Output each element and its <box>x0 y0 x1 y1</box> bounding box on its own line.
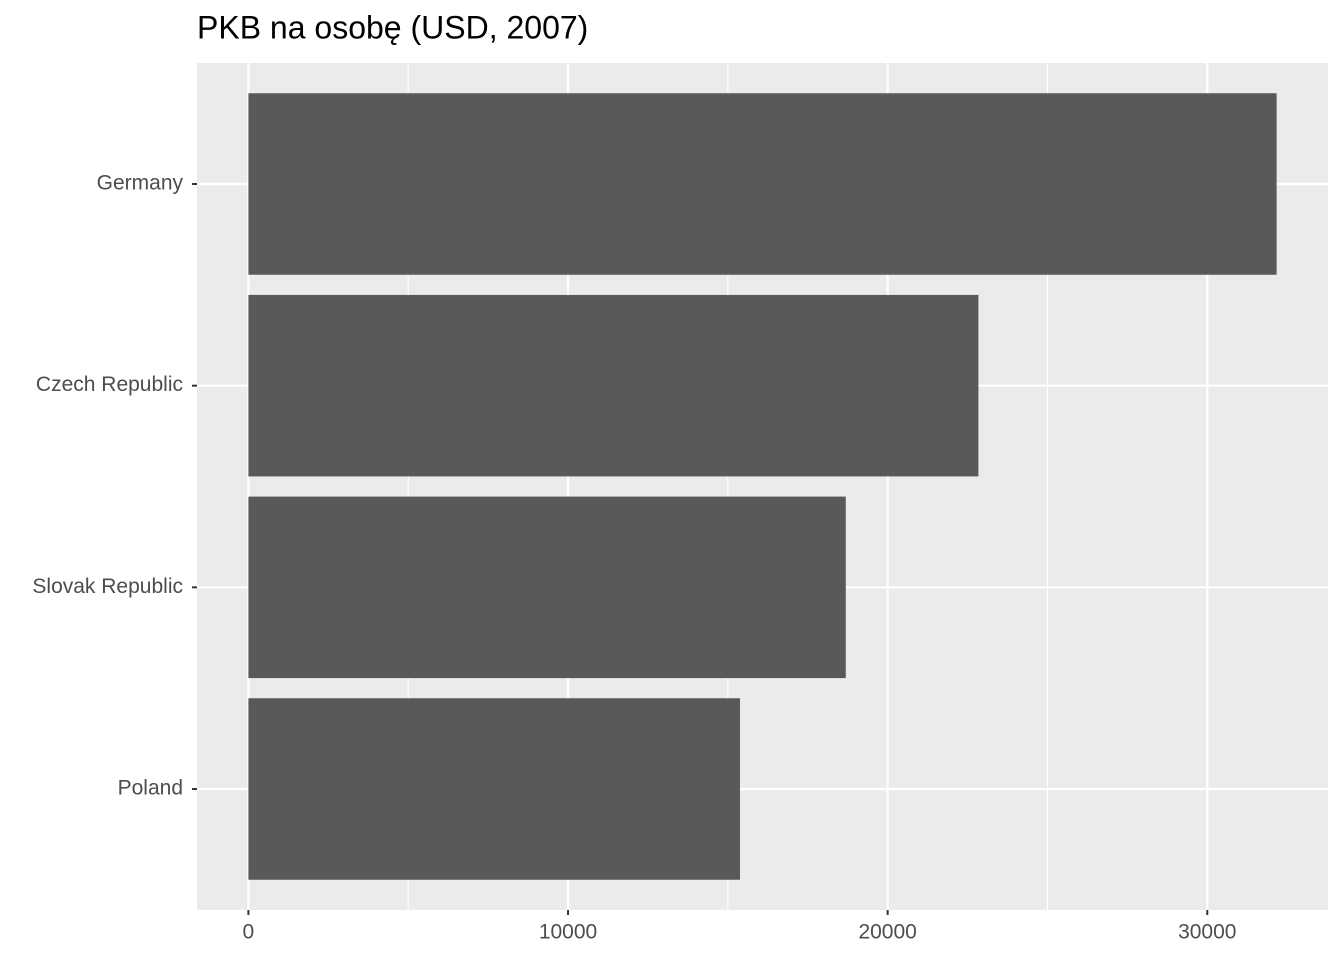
y-tick-label: Poland <box>118 777 183 800</box>
bar <box>248 93 1277 275</box>
chart-title: PKB na osobę (USD, 2007) <box>197 9 588 45</box>
x-tick-label: 0 <box>243 921 255 944</box>
bar <box>248 698 740 880</box>
x-tick-label: 20000 <box>858 921 916 944</box>
bar <box>248 496 846 679</box>
y-tick-label: Czech Republic <box>36 373 183 396</box>
y-tick-label: Germany <box>97 172 184 195</box>
bar <box>248 294 979 477</box>
y-tick-label: Slovak Republic <box>32 575 183 598</box>
x-tick-label: 30000 <box>1178 921 1236 944</box>
x-tick-label: 10000 <box>539 921 597 944</box>
